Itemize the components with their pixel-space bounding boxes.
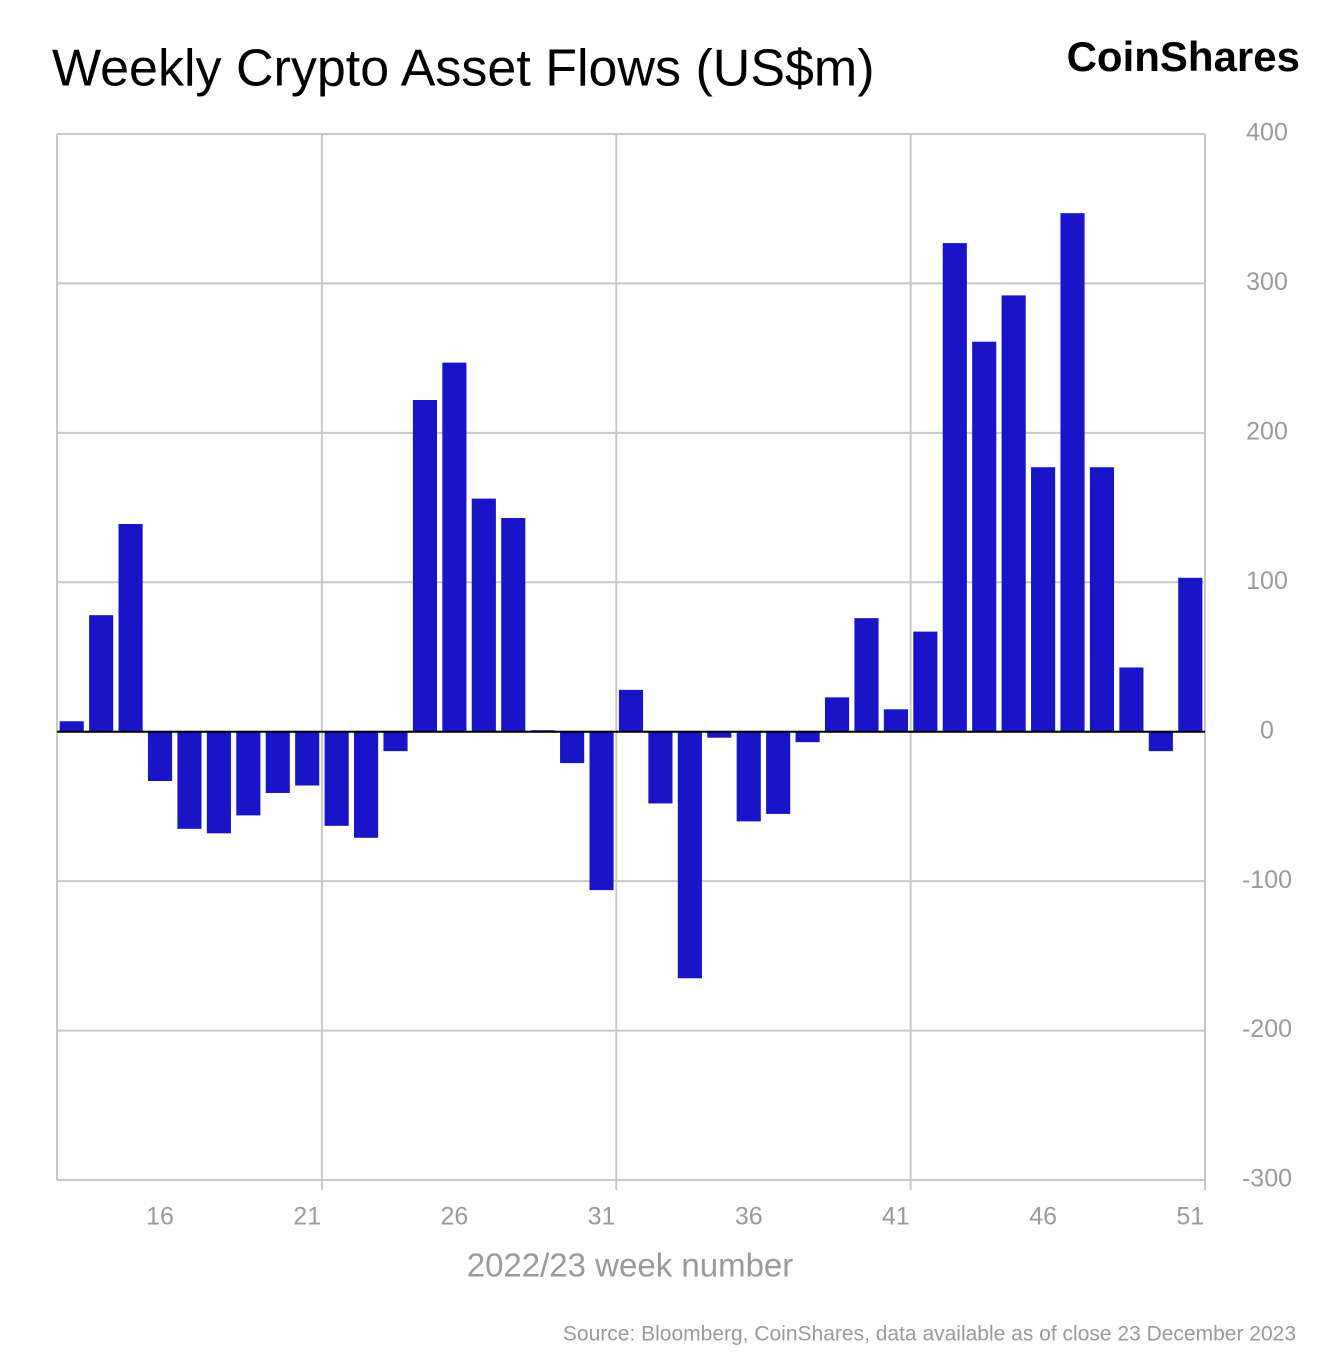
bar [383,731,408,752]
bar [236,731,261,816]
bar [1178,577,1203,732]
bar [648,731,673,804]
bar [1089,467,1115,732]
y-tick-label: 200 [1246,417,1288,445]
bar [589,731,614,891]
bar [972,341,997,732]
x-tick-label: 41 [882,1203,910,1231]
bar [89,615,114,732]
y-tick-label: -200 [1242,1015,1292,1043]
y-tick-label: -300 [1242,1165,1292,1193]
y-tick-label: 0 [1260,716,1274,744]
bar [324,731,349,826]
bar [942,243,967,732]
chart-title: Weekly Crypto Asset Flows (US$m) [52,40,875,98]
x-axis-label: 2022/23 week number [467,1247,794,1284]
source-note: Source: Bloomberg, CoinShares, data avai… [563,1323,1296,1346]
x-tick-label: 51 [1176,1203,1204,1231]
brand-logo: CoinShares [1067,33,1300,80]
bar [1119,667,1144,732]
bar [1148,731,1173,752]
bar [442,362,467,732]
y-tick-label: 300 [1246,268,1288,296]
bar [736,731,761,822]
bar [471,498,496,732]
bar [354,731,379,838]
bar [795,731,820,743]
bar [147,731,173,782]
x-tick-label: 31 [588,1203,616,1231]
bar [1031,467,1056,732]
bar [854,618,879,732]
bar [265,731,290,793]
bar [707,731,732,738]
x-tick-label: 21 [293,1203,321,1231]
x-tick-label: 26 [440,1203,468,1231]
bar [1001,295,1026,732]
y-tick-label: 100 [1246,567,1288,595]
bar [618,689,644,732]
bar [677,731,702,979]
bar [206,731,231,834]
bar [412,399,438,732]
bar [118,524,143,732]
y-tick-label: -100 [1242,866,1292,894]
x-tick-label: 16 [146,1203,174,1231]
bar [501,518,526,732]
bar [177,731,202,829]
bar [824,697,850,732]
x-tick-label: 36 [735,1203,763,1231]
y-tick-label: 400 [1246,119,1288,147]
bar [1060,213,1085,732]
bar [913,631,938,732]
bar [560,731,585,764]
x-tick-label: 46 [1029,1203,1057,1231]
bar [766,731,791,814]
bar [883,709,908,732]
bar [59,721,84,732]
bar [295,731,320,786]
